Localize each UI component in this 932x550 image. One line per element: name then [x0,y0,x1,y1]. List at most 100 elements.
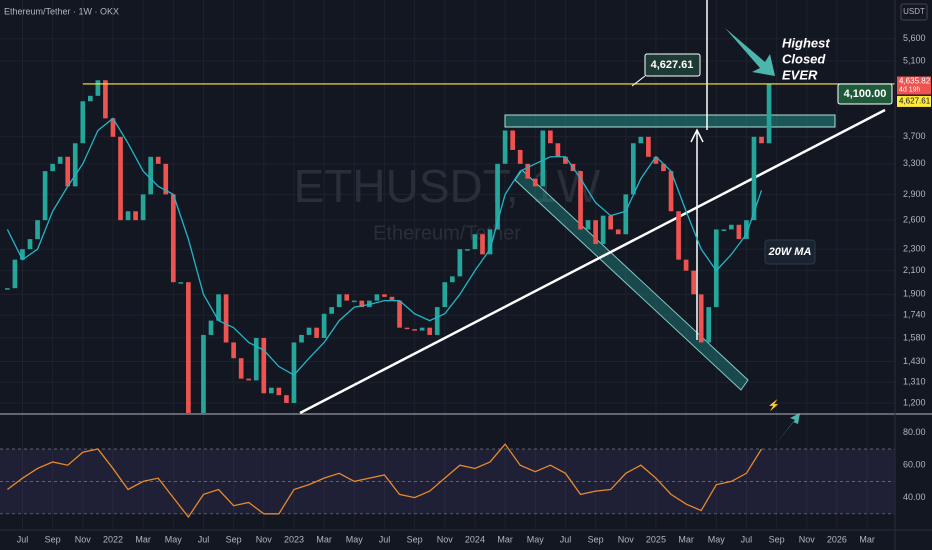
candle [540,130,546,187]
y-tick-label: 1,740 [903,309,926,319]
candle [374,294,380,301]
candle [65,156,71,187]
candle [729,224,734,230]
candle [20,249,25,260]
y-tick-label: 5,100 [903,55,926,65]
candle [72,143,78,187]
candle [608,215,614,230]
candle [517,149,523,164]
candle [442,282,448,308]
candle [744,220,749,240]
candle [638,136,644,144]
candle [472,234,478,250]
candle [615,229,621,235]
x-tick-label: Jul [741,534,753,544]
candle [148,156,154,195]
candle [668,171,674,212]
candle [246,378,252,381]
candle [691,270,696,295]
candle [95,80,101,96]
candle [585,220,591,230]
marks [5,80,895,519]
y-tick-label: 3,300 [903,158,926,168]
candle [88,95,93,102]
currency: USDT [903,7,925,16]
line-series [6,443,763,519]
candle [397,300,402,328]
last-price-tag [897,76,931,95]
header: Ethereum/Tether · 1W · OKX [4,6,119,16]
candle [276,387,282,396]
candle [593,220,598,245]
candle [155,156,161,164]
x-tick-label: Sep [45,534,61,544]
x-tick-label: Jul [379,534,391,544]
candle [103,80,108,119]
candle [125,211,131,221]
candle [163,163,169,195]
candle [548,130,553,144]
candle [465,249,470,251]
candle [50,163,55,172]
candle [404,327,410,330]
candle [683,259,689,271]
candle [661,163,666,172]
ath-pointer [631,75,646,87]
x-tick-label: 2022 [103,534,123,544]
y-tick-label: 3,700 [903,131,926,141]
x-tick-label: 2026 [827,534,847,544]
watermark-symbol: ETHUSDT, 1W [294,160,601,212]
y-tick-label: 1,900 [903,289,926,299]
candle [698,294,704,343]
x-tick-label: Sep [407,534,423,544]
candle [238,358,244,379]
candle [427,327,433,335]
candle [630,143,636,195]
candle [344,294,350,301]
rsi-pane [6,443,763,519]
ath-price-tag [897,95,931,107]
candle [208,320,214,335]
x-tick-label: May [527,534,545,544]
candle [12,259,18,289]
x-tick-label: Jul [198,534,210,544]
y-tick-label: 1,580 [903,332,926,342]
candle [5,288,10,290]
y-tick-label: 2,600 [903,215,926,225]
countdown-label: 4d 19h [899,86,921,93]
candle [706,307,712,343]
x-tick-label: Jul [17,534,29,544]
candle [268,387,274,394]
candle [532,178,538,187]
y-tick-label: 1,430 [903,356,926,366]
candle [186,282,191,413]
x-tick-label: 2024 [465,534,485,544]
candle [751,136,757,221]
candle [382,294,387,297]
candle [178,282,184,284]
x-tick-label: Nov [75,534,92,544]
resistance-zone [504,114,836,128]
x-tick-label: Nov [437,534,454,544]
arrow-head [690,128,704,143]
rsi-tick-label: 60.00 [903,460,926,470]
callout-arrow [725,28,775,76]
candle [766,83,772,144]
x-tick-label: Mar [859,534,875,544]
y-tick-label: 1,200 [903,397,926,407]
candle [299,334,304,343]
x-tick-label: May [165,534,183,544]
candle [336,294,342,308]
candle [253,337,259,381]
candle [412,329,417,331]
candle [457,249,463,277]
candle [321,313,327,338]
x-tick-label: Sep [588,534,604,544]
candle [118,136,123,221]
candle [133,211,138,221]
candle [216,294,221,321]
candle [140,194,146,221]
candle [194,424,199,426]
